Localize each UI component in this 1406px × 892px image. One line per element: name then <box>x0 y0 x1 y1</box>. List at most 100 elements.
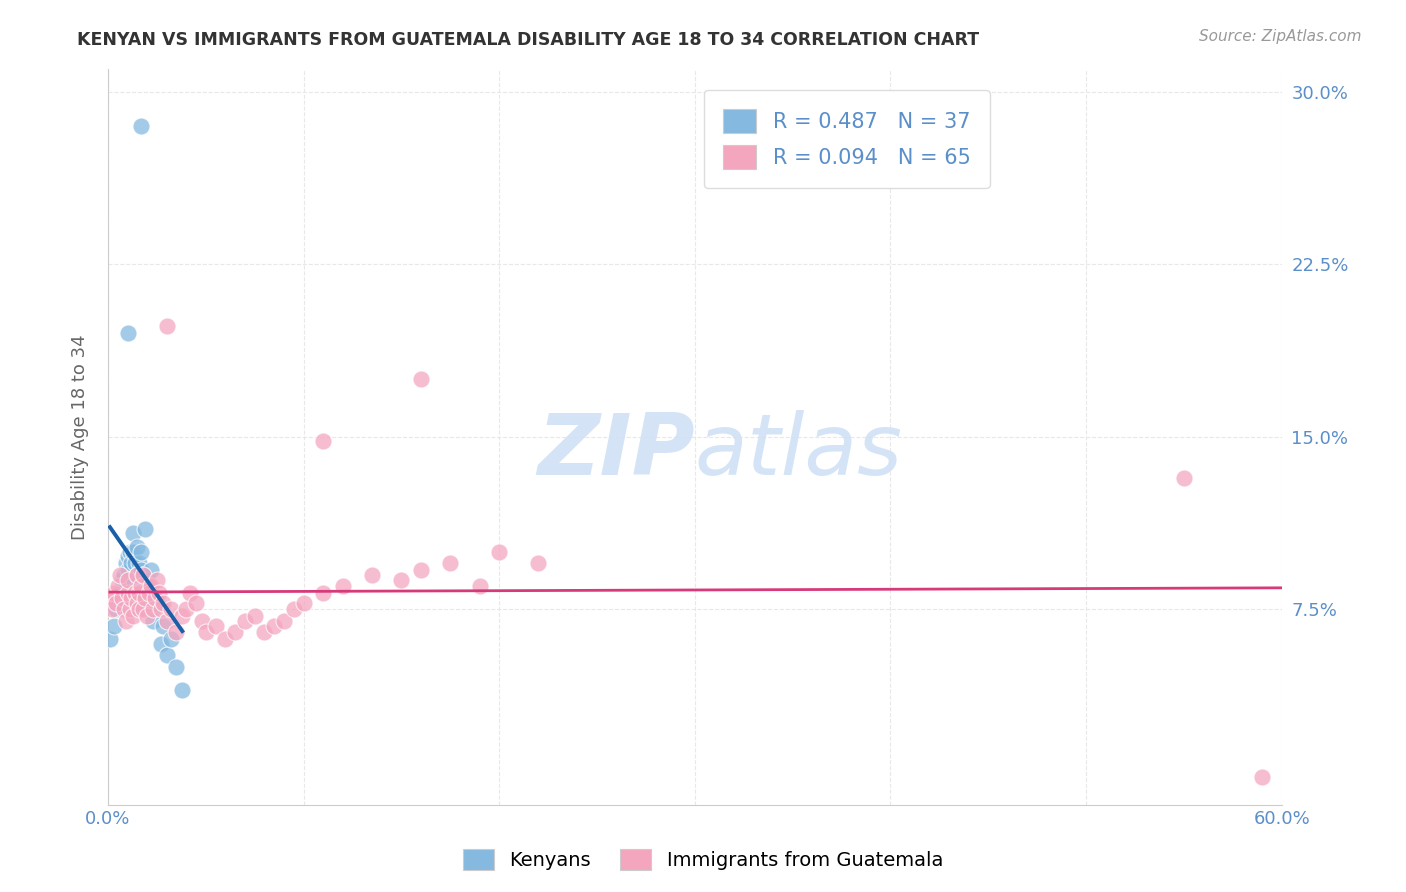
Point <box>134 591 156 605</box>
Point <box>146 595 169 609</box>
Point <box>121 579 143 593</box>
Point <box>129 545 152 559</box>
Point <box>122 526 145 541</box>
Point <box>112 568 135 582</box>
Point <box>117 549 139 564</box>
Point <box>159 602 181 616</box>
Point <box>152 618 174 632</box>
Point <box>1173 471 1195 485</box>
Legend: Kenyans, Immigrants from Guatemala: Kenyans, Immigrants from Guatemala <box>456 841 950 878</box>
Point <box>439 557 461 571</box>
Point <box>292 595 315 609</box>
Point <box>1251 771 1274 785</box>
Point <box>152 595 174 609</box>
Point <box>124 557 146 571</box>
Point <box>103 586 125 600</box>
Point <box>312 434 335 449</box>
Point <box>214 632 236 647</box>
Point <box>129 119 152 133</box>
Point <box>127 595 149 609</box>
Point <box>159 632 181 647</box>
Point <box>127 568 149 582</box>
Point <box>146 573 169 587</box>
Point <box>191 614 214 628</box>
Point <box>409 372 432 386</box>
Point <box>103 618 125 632</box>
Point <box>148 586 170 600</box>
Point <box>121 557 143 571</box>
Point <box>263 618 285 632</box>
Point <box>128 573 150 587</box>
Point <box>136 609 159 624</box>
Point <box>273 614 295 628</box>
Point <box>124 586 146 600</box>
Point <box>179 586 201 600</box>
Point <box>156 648 179 663</box>
Point <box>132 568 155 582</box>
Point <box>98 591 121 605</box>
Point <box>122 609 145 624</box>
Point <box>117 586 139 600</box>
Point <box>132 568 155 582</box>
Point <box>243 609 266 624</box>
Point <box>117 573 139 587</box>
Point <box>104 595 127 609</box>
Point <box>527 557 550 571</box>
Point <box>128 602 150 616</box>
Text: ZIP: ZIP <box>537 410 695 493</box>
Legend: R = 0.487   N = 37, R = 0.094   N = 65: R = 0.487 N = 37, R = 0.094 N = 65 <box>704 90 990 188</box>
Point <box>143 595 166 609</box>
Point <box>129 579 152 593</box>
Point <box>172 609 194 624</box>
Point <box>361 568 384 582</box>
Point <box>312 586 335 600</box>
Point <box>139 563 162 577</box>
Point <box>224 625 246 640</box>
Point <box>117 563 139 577</box>
Point <box>127 568 149 582</box>
Point <box>114 557 136 571</box>
Point <box>121 591 143 605</box>
Point <box>138 586 160 600</box>
Point <box>108 568 131 582</box>
Point <box>233 614 256 628</box>
Point <box>149 637 172 651</box>
Point <box>488 545 510 559</box>
Point <box>156 614 179 628</box>
Point <box>104 602 127 616</box>
Point <box>149 602 172 616</box>
Point <box>107 579 129 593</box>
Point <box>132 586 155 600</box>
Point <box>112 602 135 616</box>
Point <box>139 579 162 593</box>
Point <box>118 545 141 559</box>
Point <box>127 541 149 555</box>
Point <box>283 602 305 616</box>
Point <box>184 595 207 609</box>
Point <box>128 586 150 600</box>
Text: atlas: atlas <box>695 410 903 493</box>
Point <box>108 586 131 600</box>
Text: Source: ZipAtlas.com: Source: ZipAtlas.com <box>1198 29 1361 44</box>
Point <box>166 625 188 640</box>
Point <box>122 545 145 559</box>
Point <box>253 625 276 640</box>
Point <box>468 579 491 593</box>
Point <box>136 595 159 609</box>
Point <box>391 573 413 587</box>
Point <box>142 602 165 616</box>
Point <box>138 579 160 593</box>
Point <box>128 557 150 571</box>
Point <box>194 625 217 640</box>
Point <box>129 563 152 577</box>
Point <box>134 522 156 536</box>
Point <box>101 602 124 616</box>
Point <box>114 614 136 628</box>
Point <box>174 602 197 616</box>
Point <box>117 326 139 341</box>
Point <box>98 632 121 647</box>
Point <box>111 573 134 587</box>
Point <box>332 579 354 593</box>
Point <box>111 591 134 605</box>
Point <box>409 563 432 577</box>
